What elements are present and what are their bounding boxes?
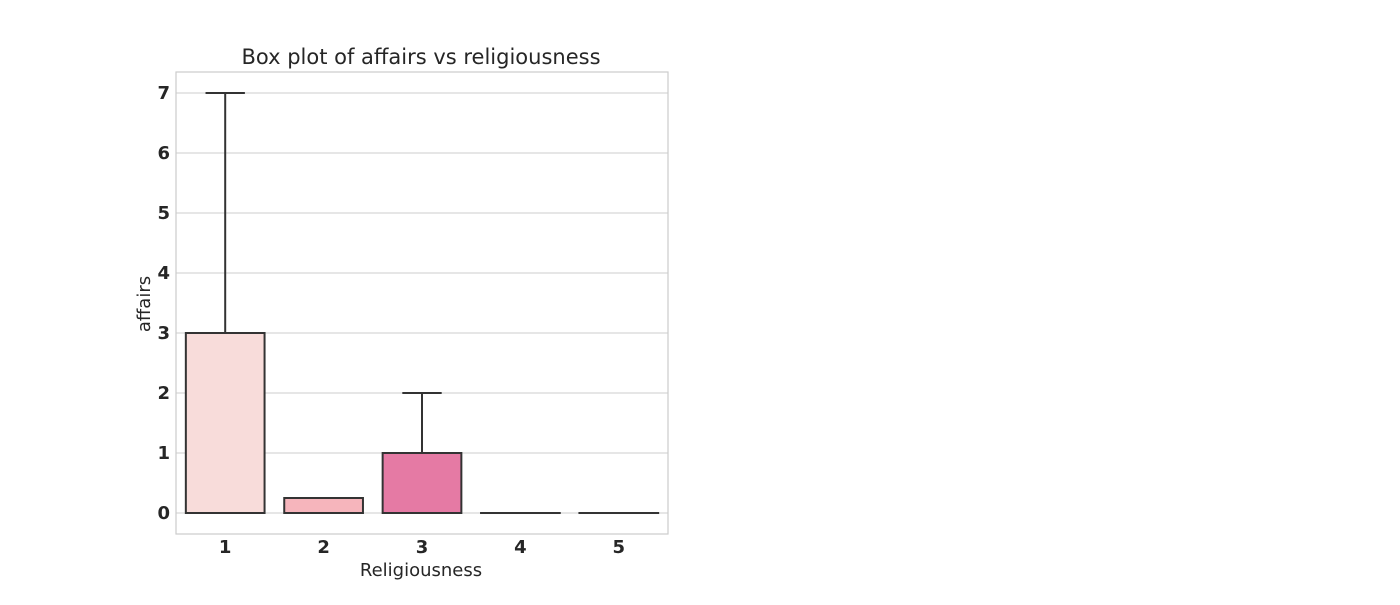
x-axis-title: Religiousness	[360, 560, 482, 581]
x-tick-labels: 1 2 3 4 5	[219, 537, 625, 558]
y-tick-label: 7	[157, 83, 170, 104]
y-tick-label: 3	[157, 323, 170, 344]
x-tick-label: 1	[219, 537, 232, 558]
y-tick-label: 6	[157, 143, 170, 164]
chart-title: Box plot of affairs vs religiousness	[241, 45, 600, 69]
box-iqr	[383, 453, 462, 513]
y-tick-labels: 0 1 2 3 4 5 6 7	[157, 83, 170, 524]
y-axis-title: affairs	[134, 276, 155, 332]
x-tick-label: 4	[514, 537, 527, 558]
x-tick-label: 2	[317, 537, 330, 558]
box-iqr	[186, 333, 265, 513]
box-group	[383, 393, 462, 513]
y-tick-label: 0	[157, 503, 170, 524]
y-tick-label: 5	[157, 203, 170, 224]
boxes	[186, 93, 658, 513]
y-tick-label: 4	[157, 263, 170, 284]
x-tick-label: 3	[416, 537, 429, 558]
box-group	[284, 498, 363, 513]
y-tick-label: 2	[157, 383, 170, 404]
x-tick-label: 5	[613, 537, 626, 558]
box-group	[186, 93, 265, 513]
box-iqr	[284, 498, 363, 513]
y-tick-label: 1	[157, 443, 170, 464]
